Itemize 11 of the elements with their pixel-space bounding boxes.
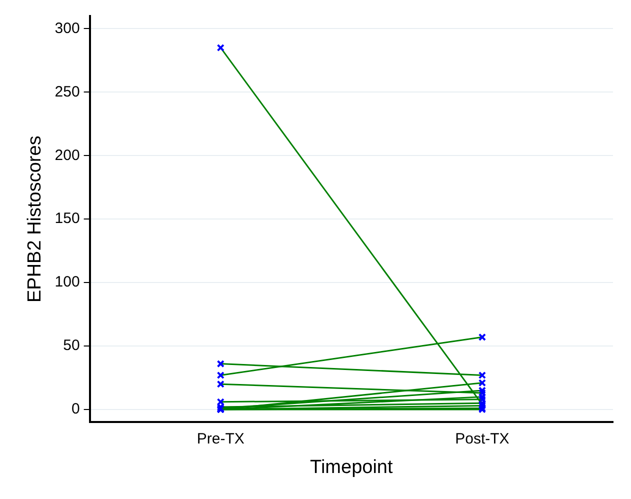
- y-tick-label: 200: [54, 146, 80, 164]
- x-tick-label: Pre-TX: [196, 430, 244, 448]
- x-axis-title: Timepoint: [310, 456, 394, 478]
- y-tick-label: 100: [54, 274, 80, 291]
- y-tick-label: 150: [54, 210, 80, 228]
- y-tick-label: 300: [54, 20, 80, 37]
- y-tick-label: 0: [71, 400, 80, 418]
- y-tick-label: 50: [63, 337, 80, 354]
- x-tick-label: Post-TX: [455, 430, 510, 448]
- y-tick-label: 250: [54, 83, 80, 100]
- y-axis-title: EPHB2 Histoscores: [24, 136, 46, 303]
